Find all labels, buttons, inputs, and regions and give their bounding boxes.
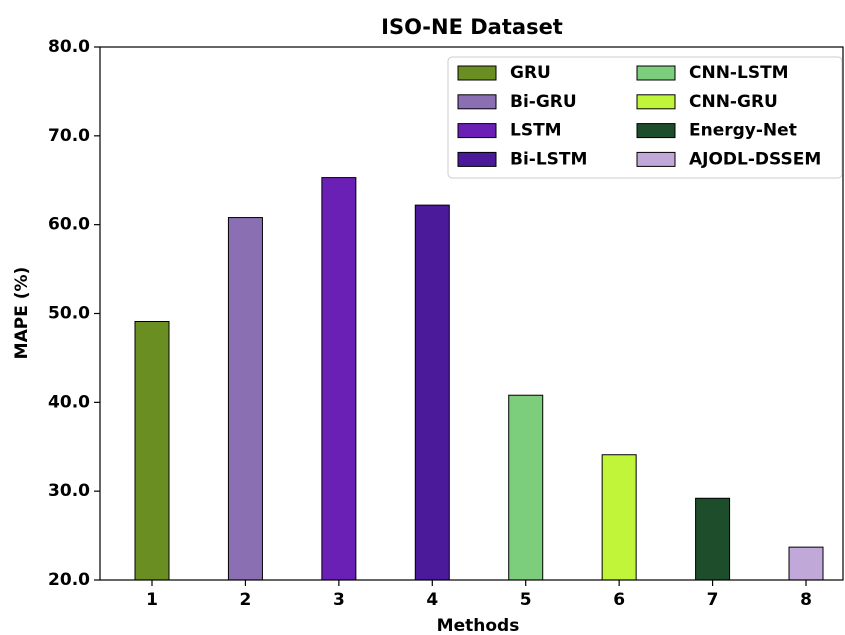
legend-label: Bi-LSTM: [510, 149, 587, 169]
bar: [695, 497, 731, 581]
legend-label: GRU: [510, 63, 551, 83]
legend-label: AJODL-DSSEM: [689, 149, 821, 169]
x-tick-label: 7: [707, 590, 719, 610]
legend-swatch: [457, 151, 497, 167]
x-tick-label: 4: [426, 590, 438, 610]
legend-box: [447, 56, 843, 179]
bar: [321, 177, 357, 581]
legend-swatch: [636, 94, 676, 110]
legend-swatch: [457, 65, 497, 81]
legend-label: Energy-Net: [689, 121, 797, 141]
legend-label: LSTM: [510, 121, 562, 141]
y-tick-label: 60.0: [48, 215, 90, 235]
legend-swatch: [457, 94, 497, 110]
y-tick-label: 20.0: [48, 570, 90, 590]
x-tick-label: 1: [146, 590, 158, 610]
y-tick-label: 50.0: [48, 304, 90, 324]
bar: [788, 546, 824, 581]
chart-title: ISO-NE Dataset: [381, 15, 563, 39]
y-tick-label: 70.0: [48, 126, 90, 146]
plot-frame: [99, 46, 844, 581]
y-tick-label: 40.0: [48, 392, 90, 412]
x-tick-label: 6: [613, 590, 625, 610]
bar: [414, 204, 450, 581]
y-axis-label: MAPE (%): [12, 267, 32, 360]
legend-label: CNN-LSTM: [689, 63, 789, 83]
x-tick-label: 8: [800, 590, 812, 610]
legend-label: Bi-GRU: [510, 92, 577, 112]
x-axis-label: Methods: [437, 616, 520, 635]
x-tick-label: 3: [333, 590, 345, 610]
legend-label: CNN-GRU: [689, 92, 778, 112]
x-tick-label: 5: [520, 590, 532, 610]
bar: [508, 394, 544, 581]
y-tick-label: 30.0: [48, 481, 90, 501]
x-tick-label: 2: [240, 590, 252, 610]
legend-swatch: [636, 123, 676, 139]
legend-swatch: [457, 123, 497, 139]
legend-swatch: [636, 65, 676, 81]
legend-swatch: [636, 151, 676, 167]
bar: [134, 320, 170, 581]
bar: [227, 217, 263, 581]
y-tick-label: 80.0: [48, 37, 90, 57]
bar: [601, 454, 637, 581]
